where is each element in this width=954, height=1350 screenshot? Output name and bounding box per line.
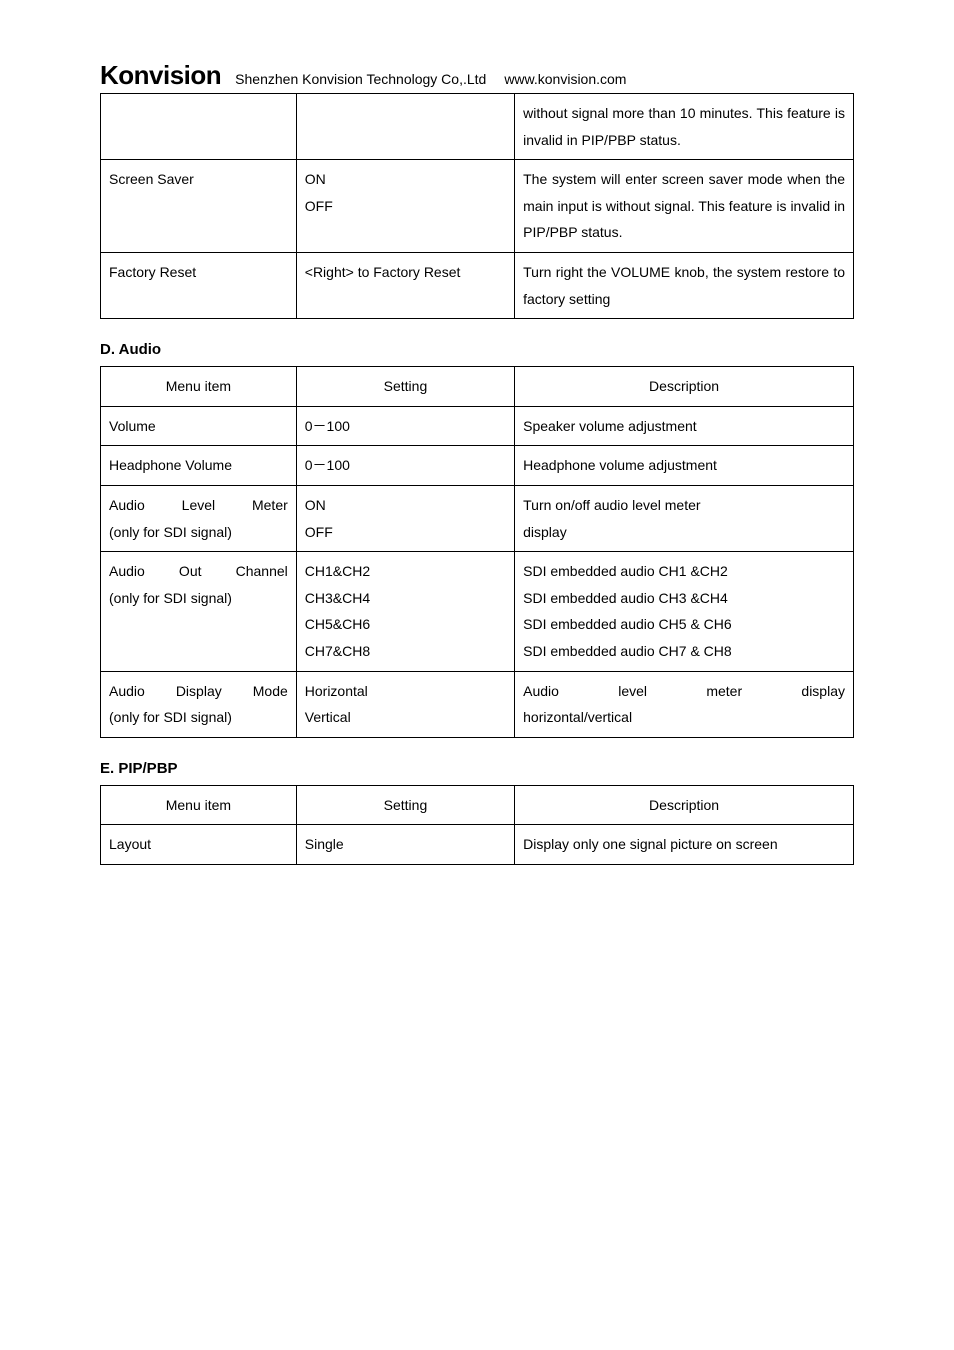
cell-line: Horizontal xyxy=(305,678,506,705)
cell: Single xyxy=(296,825,514,865)
cell-line: ON xyxy=(305,166,506,193)
pippbp-table: Menu item Setting Description Layout Sin… xyxy=(100,785,854,865)
cell: ON OFF xyxy=(296,485,514,551)
cell: The system will enter screen saver mode … xyxy=(515,160,854,253)
table-header: Menu item xyxy=(101,367,297,407)
cell: Headphone Volume xyxy=(101,446,297,486)
settings-table-continued: without signal more than 10 minutes. Thi… xyxy=(100,94,854,319)
cell: Screen Saver xyxy=(101,160,297,253)
table-header: Setting xyxy=(296,785,514,825)
table-header: Description xyxy=(515,367,854,407)
cell-line: (only for SDI signal) xyxy=(109,704,288,731)
audio-table: Menu item Setting Description Volume 0－1… xyxy=(100,366,854,738)
cell-line: Vertical xyxy=(305,704,506,731)
company-name: Shenzhen Konvision Technology Co,.Ltd xyxy=(235,71,486,87)
cell-line: CH1&CH2 xyxy=(305,558,506,585)
cell xyxy=(101,94,297,160)
cell-line: OFF xyxy=(305,519,506,546)
cell-line: SDI embedded audio CH5 & CH6 xyxy=(523,611,845,638)
table-header: Description xyxy=(515,785,854,825)
page-header: Konvision Shenzhen Konvision Technology … xyxy=(100,60,854,94)
cell-line: SDI embedded audio CH1 &CH2 xyxy=(523,558,845,585)
cell: Headphone volume adjustment xyxy=(515,446,854,486)
cell-line: horizontal/vertical xyxy=(523,704,845,731)
cell: Horizontal Vertical xyxy=(296,671,514,737)
cell: Audio Level Meter (only for SDI signal) xyxy=(101,485,297,551)
cell: Volume xyxy=(101,406,297,446)
cell: CH1&CH2 CH3&CH4 CH5&CH6 CH7&CH8 xyxy=(296,552,514,671)
cell xyxy=(296,94,514,160)
document-page: Konvision Shenzhen Konvision Technology … xyxy=(0,0,954,945)
cell: Speaker volume adjustment xyxy=(515,406,854,446)
cell-line: Audio Display Mode xyxy=(109,678,288,705)
cell: <Right> to Factory Reset xyxy=(296,252,514,318)
cell: Audio Out Channel (only for SDI signal) xyxy=(101,552,297,671)
cell: Display only one signal picture on scree… xyxy=(515,825,854,865)
cell-line: CH3&CH4 xyxy=(305,585,506,612)
cell: 0－100 xyxy=(296,406,514,446)
cell-line: OFF xyxy=(305,193,506,220)
cell-line: Turn on/off audio level meter xyxy=(523,492,845,519)
cell: Turn right the VOLUME knob, the system r… xyxy=(515,252,854,318)
cell: without signal more than 10 minutes. Thi… xyxy=(515,94,854,160)
table-header: Menu item xyxy=(101,785,297,825)
cell-line: SDI embedded audio CH7 & CH8 xyxy=(523,638,845,665)
cell-line: CH7&CH8 xyxy=(305,638,506,665)
cell: SDI embedded audio CH1 &CH2 SDI embedded… xyxy=(515,552,854,671)
company-url: www.konvision.com xyxy=(504,71,626,87)
cell: Audio level meter display horizontal/ver… xyxy=(515,671,854,737)
section-title-pippbp: E. PIP/PBP xyxy=(100,760,854,777)
cell: 0－100 xyxy=(296,446,514,486)
cell-line: SDI embedded audio CH3 &CH4 xyxy=(523,585,845,612)
section-title-audio: D. Audio xyxy=(100,341,854,358)
cell-line: Audio Level Meter xyxy=(109,492,288,519)
cell-line: (only for SDI signal) xyxy=(109,519,288,546)
cell-line: Audio Out Channel xyxy=(109,558,288,585)
cell-line: CH5&CH6 xyxy=(305,611,506,638)
cell-line: Audio level meter display xyxy=(523,678,845,705)
cell: Audio Display Mode (only for SDI signal) xyxy=(101,671,297,737)
cell: Turn on/off audio level meter display xyxy=(515,485,854,551)
cell-line: display xyxy=(523,519,845,546)
cell-line: (only for SDI signal) xyxy=(109,585,288,612)
table-header: Setting xyxy=(296,367,514,407)
cell: Factory Reset xyxy=(101,252,297,318)
cell: Layout xyxy=(101,825,297,865)
logo-text: Konvision xyxy=(100,60,221,91)
cell: ON OFF xyxy=(296,160,514,253)
cell-line: ON xyxy=(305,492,506,519)
